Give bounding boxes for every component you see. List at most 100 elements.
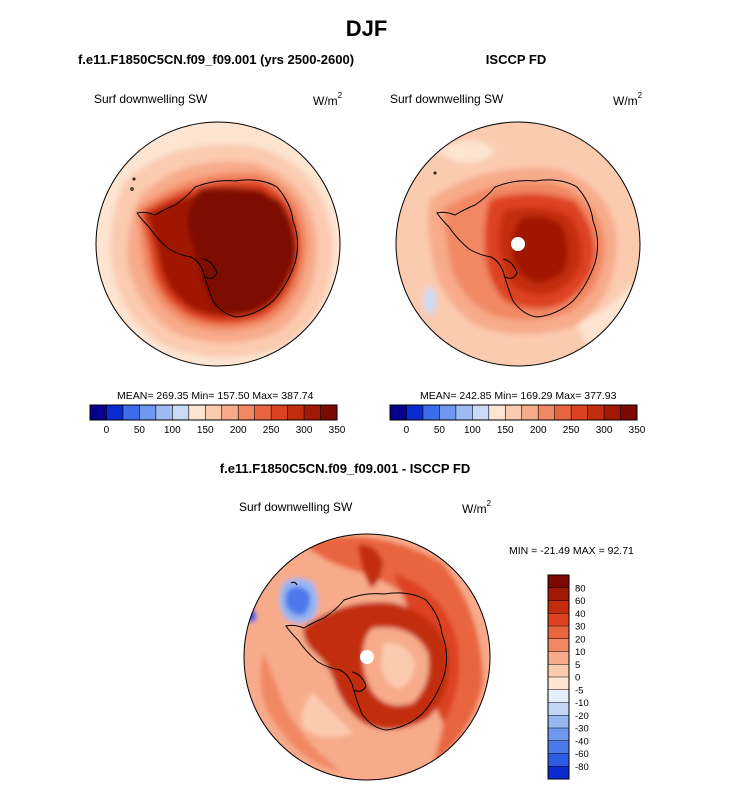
diff-units-label: W/m2	[462, 499, 492, 516]
diff-colorbar-swatch	[548, 600, 569, 614]
model-colorbar-swatch	[271, 405, 288, 420]
diff-colorbar-swatch	[548, 651, 569, 665]
obs-units-label: W/m2	[613, 91, 643, 108]
diff-colorbar-tick-label: 5	[575, 660, 580, 671]
diff-colorbar-tick-label: -40	[575, 736, 589, 747]
model-colorbar-swatch	[304, 405, 321, 420]
diff-polar-map	[243, 533, 491, 781]
obs-level-200-north	[435, 141, 495, 163]
model-colorbar-swatch	[122, 405, 140, 420]
model-colorbar: 0 50 100 150 200 250 300 350	[89, 404, 346, 436]
model-colorbar-swatch	[188, 405, 206, 420]
model-polar-map	[95, 121, 341, 367]
diff-level-30	[303, 536, 483, 763]
obs-colorbar-swatch	[390, 405, 407, 420]
model-colorbar-swatch	[287, 405, 305, 420]
obs-coastline	[433, 171, 599, 318]
obs-colorbar-swatch	[455, 405, 473, 420]
model-colorbar-tick-label: 250	[263, 425, 280, 436]
diff-pole-hole	[360, 650, 374, 664]
diff-level-5-south	[301, 693, 353, 737]
diff-colorbar-swatch	[548, 715, 569, 729]
obs-colorbar-swatch	[505, 405, 523, 420]
diff-map-border	[243, 533, 491, 781]
diff-stats: MIN = -21.49 MAX = 92.71	[509, 545, 634, 557]
diff-colorbar-swatch	[548, 587, 569, 601]
model-colorbar-tick-label: 200	[230, 425, 247, 436]
diff-colorbar-tick-label: 30	[575, 622, 586, 633]
model-colorbar-swatch	[221, 405, 239, 420]
diff-colorbar-tick-label: 40	[575, 609, 586, 620]
model-coastline	[130, 177, 299, 318]
model-colorbar-tick-label: 150	[197, 425, 214, 436]
model-colorbar-swatch	[172, 405, 190, 420]
model-colorbar-swatch	[320, 405, 338, 420]
obs-colorbar-frame	[389, 404, 638, 421]
model-units-label: W/m2	[313, 91, 343, 108]
model-colorbar-tick-label: 100	[164, 425, 181, 436]
obs-polar-map	[395, 121, 641, 367]
obs-colorbar-tick-label: 300	[596, 425, 613, 436]
diff-colorbar-swatch	[548, 664, 569, 678]
diff-colorbar-frame	[547, 574, 570, 780]
diff-colorbar-tick-label: 80	[575, 583, 586, 594]
diff-colorbar-swatch	[548, 626, 569, 640]
model-colorbar-tick-label: 300	[296, 425, 313, 436]
model-colorbar-tick-label: 350	[329, 425, 346, 436]
obs-colorbar-swatch	[521, 405, 539, 420]
diff-colorbar-swatch	[548, 638, 569, 652]
diff-colorbar-swatch	[548, 753, 569, 767]
model-stats: MEAN= 269.35 Min= 157.50 Max= 387.74	[117, 390, 314, 402]
obs-colorbar-tick-label: 200	[530, 425, 547, 436]
diff-colorbar-swatch	[548, 702, 569, 716]
diff-colorbar-swatch	[548, 766, 569, 780]
obs-colorbar-swatch	[472, 405, 490, 420]
model-colorbar-swatch	[205, 405, 223, 420]
diff-coastline	[285, 581, 448, 731]
diff-level-60-north	[358, 544, 383, 588]
model-map-border	[95, 121, 341, 367]
obs-colorbar-tick-label: 0	[404, 425, 410, 436]
diff-panel-title: f.e11.F1850C5CN.f09_f09.001 - ISCCP FD	[219, 461, 471, 476]
model-colorbar-swatch	[90, 405, 107, 420]
obs-colorbar-tick-label: 350	[629, 425, 646, 436]
model-variable-label: Surf downwelling SW	[94, 92, 208, 106]
obs-level-350	[511, 216, 568, 283]
diff-colorbar-tick-label: -80	[575, 762, 589, 773]
figure-title: DJF	[345, 16, 388, 41]
model-panel-title: f.e11.F1850C5CN.f09_f09.001 (yrs 2500-26…	[77, 52, 355, 67]
obs-colorbar-swatch	[538, 405, 556, 420]
diff-colorbar-tick-label: 20	[575, 634, 586, 645]
obs-colorbar-tick-label: 250	[563, 425, 580, 436]
obs-level-200-south	[575, 281, 631, 361]
diff-level-20-west	[260, 653, 343, 773]
obs-pole-hole	[511, 237, 525, 251]
model-colorbar-frame	[89, 404, 338, 421]
obs-colorbar-tick-label: 100	[464, 425, 481, 436]
diff-colorbar-swatch	[548, 613, 569, 627]
obs-colorbar-swatch	[406, 405, 424, 420]
diff-colorbar-swatch	[548, 740, 569, 754]
model-colorbar-swatch	[139, 405, 157, 420]
obs-colorbar-swatch	[422, 405, 440, 420]
model-colorbar-swatch	[155, 405, 173, 420]
model-level-350	[187, 187, 296, 315]
diff-level-5-interior	[381, 642, 415, 689]
model-colorbar-tick-label: 0	[104, 425, 110, 436]
obs-colorbar-swatch	[587, 405, 605, 420]
obs-variable-label: Surf downwelling SW	[390, 92, 504, 106]
diff-colorbar-tick-label: 60	[575, 596, 586, 607]
obs-colorbar: 0 50 100 150 200 250 300 350	[389, 404, 646, 436]
obs-panel-title: ISCCP FD	[485, 52, 547, 67]
obs-colorbar-tick-label: 50	[434, 425, 446, 436]
model-colorbar-swatch	[106, 405, 124, 420]
obs-colorbar-swatch	[439, 405, 457, 420]
model-colorbar-swatch	[238, 405, 256, 420]
diff-variable-label: Surf downwelling SW	[239, 500, 353, 514]
diff-colorbar-tick-label: 0	[575, 673, 580, 684]
diff-colorbar-swatch	[548, 689, 569, 703]
diff-level-minus30	[285, 586, 311, 616]
model-colorbar-tick-label: 50	[134, 425, 146, 436]
